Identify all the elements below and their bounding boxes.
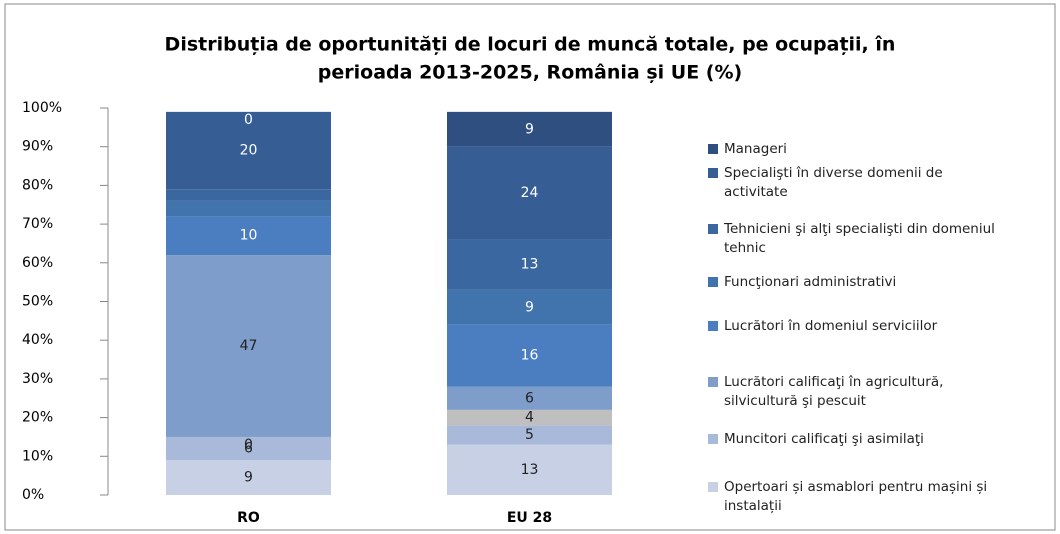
data-label: 9 bbox=[525, 299, 534, 315]
bar-segment bbox=[447, 444, 612, 495]
legend-swatch bbox=[708, 224, 718, 234]
y-tick-label: 40% bbox=[22, 332, 53, 348]
bar-segment bbox=[166, 255, 331, 437]
data-label: 0 bbox=[244, 112, 253, 128]
x-tick-label: RO bbox=[237, 510, 260, 526]
bar-segment bbox=[166, 189, 331, 201]
data-label: 20 bbox=[240, 143, 258, 159]
bar-segment bbox=[447, 289, 612, 325]
bar-segment bbox=[166, 436, 331, 461]
y-tick-label: 30% bbox=[22, 371, 53, 387]
bar-segment bbox=[447, 386, 612, 410]
y-tick-label: 70% bbox=[22, 216, 53, 232]
legend-swatch bbox=[708, 321, 718, 331]
y-tick-label: 60% bbox=[22, 255, 53, 271]
data-label: 9 bbox=[525, 121, 534, 137]
legend-label: Tehnicieni şi alţi specialişti din domen… bbox=[724, 221, 995, 256]
bar-segment bbox=[447, 146, 612, 240]
bar-segment bbox=[166, 216, 331, 256]
legend-item: Specialişti în diverse domenii de activi… bbox=[708, 164, 1008, 202]
y-tick-label: 20% bbox=[22, 410, 53, 426]
legend-swatch bbox=[708, 144, 718, 154]
legend-label: Funcţionari administrativi bbox=[724, 274, 897, 290]
legend-item: Lucrători în domeniul serviciilor bbox=[708, 317, 1008, 336]
data-label: 4 bbox=[525, 410, 534, 426]
chart-border bbox=[4, 3, 1056, 531]
y-tick-label: 100% bbox=[22, 100, 62, 116]
y-tick-label: 0% bbox=[22, 487, 44, 503]
legend-label: Lucrători în domeniul serviciilor bbox=[724, 318, 938, 334]
legend-item: Tehnicieni şi alţi specialişti din domen… bbox=[708, 220, 1008, 258]
bar-segment bbox=[447, 239, 612, 290]
legend-swatch bbox=[708, 434, 718, 444]
bar-segment bbox=[447, 111, 612, 147]
y-tick-label: 10% bbox=[22, 448, 53, 464]
legend-item: Lucrători calificaţi în agricultură, sil… bbox=[708, 373, 1008, 411]
legend-swatch bbox=[708, 168, 718, 178]
data-label: 0 bbox=[244, 437, 253, 453]
x-tick-label: EU 28 bbox=[507, 510, 552, 526]
data-label: 6 bbox=[244, 441, 253, 457]
data-label: 10 bbox=[240, 228, 258, 244]
legend-label: Opertoari și asmablori pentru mașini și … bbox=[724, 479, 988, 514]
bar-segment bbox=[447, 324, 612, 387]
legend-label: Specialişti în diverse domenii de activi… bbox=[724, 165, 943, 200]
legend-swatch bbox=[708, 377, 718, 387]
data-label: 24 bbox=[521, 185, 539, 201]
data-label: 9 bbox=[244, 470, 253, 486]
data-label: 13 bbox=[521, 257, 539, 273]
data-label: 16 bbox=[521, 348, 539, 364]
legend-item: Opertoari și asmablori pentru mașini și … bbox=[708, 478, 1008, 516]
legend-item: Muncitori calificaţi şi asimilaţi bbox=[708, 430, 1008, 449]
bar-segment bbox=[166, 200, 331, 217]
data-label: 5 bbox=[525, 427, 534, 443]
data-label: 13 bbox=[521, 462, 539, 478]
data-label: 6 bbox=[525, 390, 534, 406]
legend-label: Lucrători calificaţi în agricultură, sil… bbox=[724, 374, 944, 409]
bar-segment bbox=[166, 111, 331, 190]
legend-label: Muncitori calificaţi şi asimilaţi bbox=[724, 431, 924, 447]
bar-segment bbox=[166, 460, 331, 495]
y-tick-label: 50% bbox=[22, 294, 53, 310]
legend-label: Manageri bbox=[724, 141, 787, 157]
y-tick-label: 80% bbox=[22, 177, 53, 193]
chart-title: Distribuția de oportunități de locuri de… bbox=[165, 34, 896, 56]
y-tick-label: 90% bbox=[22, 139, 53, 155]
legend-swatch bbox=[708, 482, 718, 492]
data-label: 47 bbox=[240, 338, 258, 354]
bar-segment bbox=[447, 425, 612, 445]
bar-segment bbox=[447, 409, 612, 426]
chart-title-line2: perioada 2013-2025, România și UE (%) bbox=[318, 62, 742, 84]
legend-item: Funcţionari administrativi bbox=[708, 273, 1008, 292]
legend-item: Manageri bbox=[708, 140, 1008, 159]
legend-swatch bbox=[708, 277, 718, 287]
